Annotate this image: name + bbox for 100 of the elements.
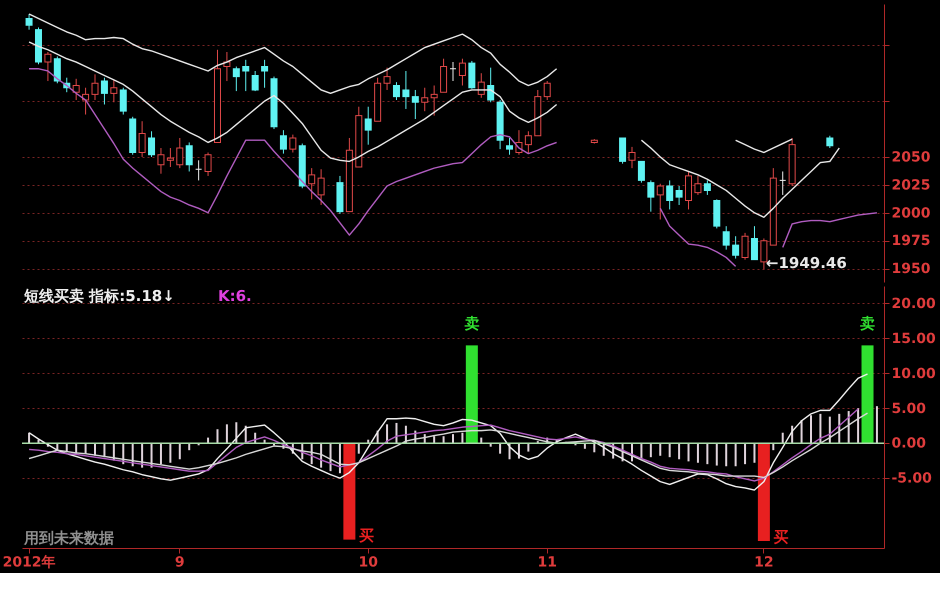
candlestick [138, 120, 146, 158]
bar [758, 443, 770, 542]
bar [782, 432, 784, 444]
annotation: 买 [358, 526, 374, 545]
bar [678, 443, 680, 460]
candlestick [242, 59, 250, 92]
candlestick [742, 232, 749, 260]
y-tick-label: 2025 [892, 177, 930, 194]
candlestick [722, 226, 730, 250]
annotation: 卖 [464, 314, 480, 332]
candlestick [656, 183, 664, 220]
candlestick [148, 130, 156, 158]
candlestick [779, 170, 786, 196]
candlestick [280, 130, 287, 154]
x-tick-label: 2012年 [2, 554, 56, 570]
candlestick [750, 226, 758, 260]
x-tick-label: 9 [174, 554, 185, 570]
candlestick [544, 80, 551, 101]
bar [343, 443, 356, 540]
candlestick [430, 85, 438, 116]
bar [466, 345, 478, 444]
candlestick [647, 180, 654, 212]
candlestick [676, 185, 683, 206]
candlestick [628, 146, 636, 169]
candlestick [694, 175, 702, 196]
candlestick [44, 52, 52, 82]
candlestick [72, 78, 80, 101]
candlestick [402, 70, 410, 110]
candlestick [421, 87, 428, 112]
candlestick [195, 160, 202, 181]
candlestick [176, 137, 184, 169]
candlestick [232, 66, 240, 92]
candlestick [120, 87, 127, 116]
candlestick [308, 168, 316, 200]
candlestick [110, 79, 118, 103]
y-tick-label: 0.00 [892, 436, 926, 452]
candlestick [506, 137, 514, 156]
bar [452, 434, 454, 444]
bar [461, 432, 464, 444]
bar [744, 443, 746, 464]
candlestick [487, 67, 494, 103]
annotation: K:6. [218, 287, 252, 305]
annotation: 卖 [860, 314, 876, 332]
bar [178, 443, 181, 460]
x-tick-label: 12 [754, 554, 774, 570]
candlestick [450, 62, 456, 82]
candlestick [157, 148, 164, 174]
candlestick [638, 160, 645, 184]
bar [725, 443, 728, 466]
bar [706, 443, 708, 464]
bar [442, 436, 445, 444]
y-tick-label: 10.00 [892, 366, 936, 382]
candlestick [92, 74, 99, 101]
bar [688, 443, 690, 462]
candlestick [760, 238, 768, 270]
annotation: 短线买卖 指标:5.18↓ [23, 287, 175, 305]
annotation: 用到未来数据 [23, 529, 114, 547]
candlestick [392, 82, 400, 101]
y-tick-label: 5.00 [892, 400, 926, 417]
y-tick-label: -5.00 [892, 470, 932, 487]
y-tick-label: 20.00 [892, 296, 936, 312]
bar [668, 443, 671, 458]
bar [169, 443, 172, 463]
y-tick-label: 2000 [892, 205, 931, 222]
y-tick-label: 1975 [892, 233, 930, 250]
y-tick-label: 1950 [892, 261, 931, 278]
candlestick [666, 180, 674, 210]
candlestick [26, 14, 33, 30]
candlestick [364, 106, 372, 146]
bar [734, 443, 737, 466]
candlestick [732, 236, 740, 260]
candlestick [412, 89, 419, 120]
bar [716, 443, 718, 466]
candlestick [166, 148, 174, 168]
bar [659, 443, 662, 456]
bar [800, 420, 803, 444]
candlestick [204, 152, 212, 176]
bar [753, 443, 756, 463]
bar [650, 443, 652, 458]
candlestick [261, 59, 268, 88]
bar [226, 424, 228, 444]
bar [499, 443, 502, 454]
candlestick [186, 142, 193, 172]
candlestick [318, 168, 325, 206]
candlestick [54, 56, 61, 84]
candlestick [252, 70, 259, 92]
candlestick [384, 67, 391, 90]
bar [810, 415, 812, 444]
bar [358, 443, 360, 454]
candlestick [100, 77, 108, 105]
candlestick [704, 180, 711, 196]
bar [160, 443, 162, 464]
candlestick [289, 134, 296, 153]
annotation: 买 [773, 528, 788, 546]
candlestick [619, 137, 626, 164]
line-series [28, 373, 868, 491]
bar [862, 345, 874, 444]
annotation: ←1949.46 [766, 254, 847, 272]
candlestick [524, 130, 532, 154]
y-tick-label: 2050 [892, 149, 931, 166]
